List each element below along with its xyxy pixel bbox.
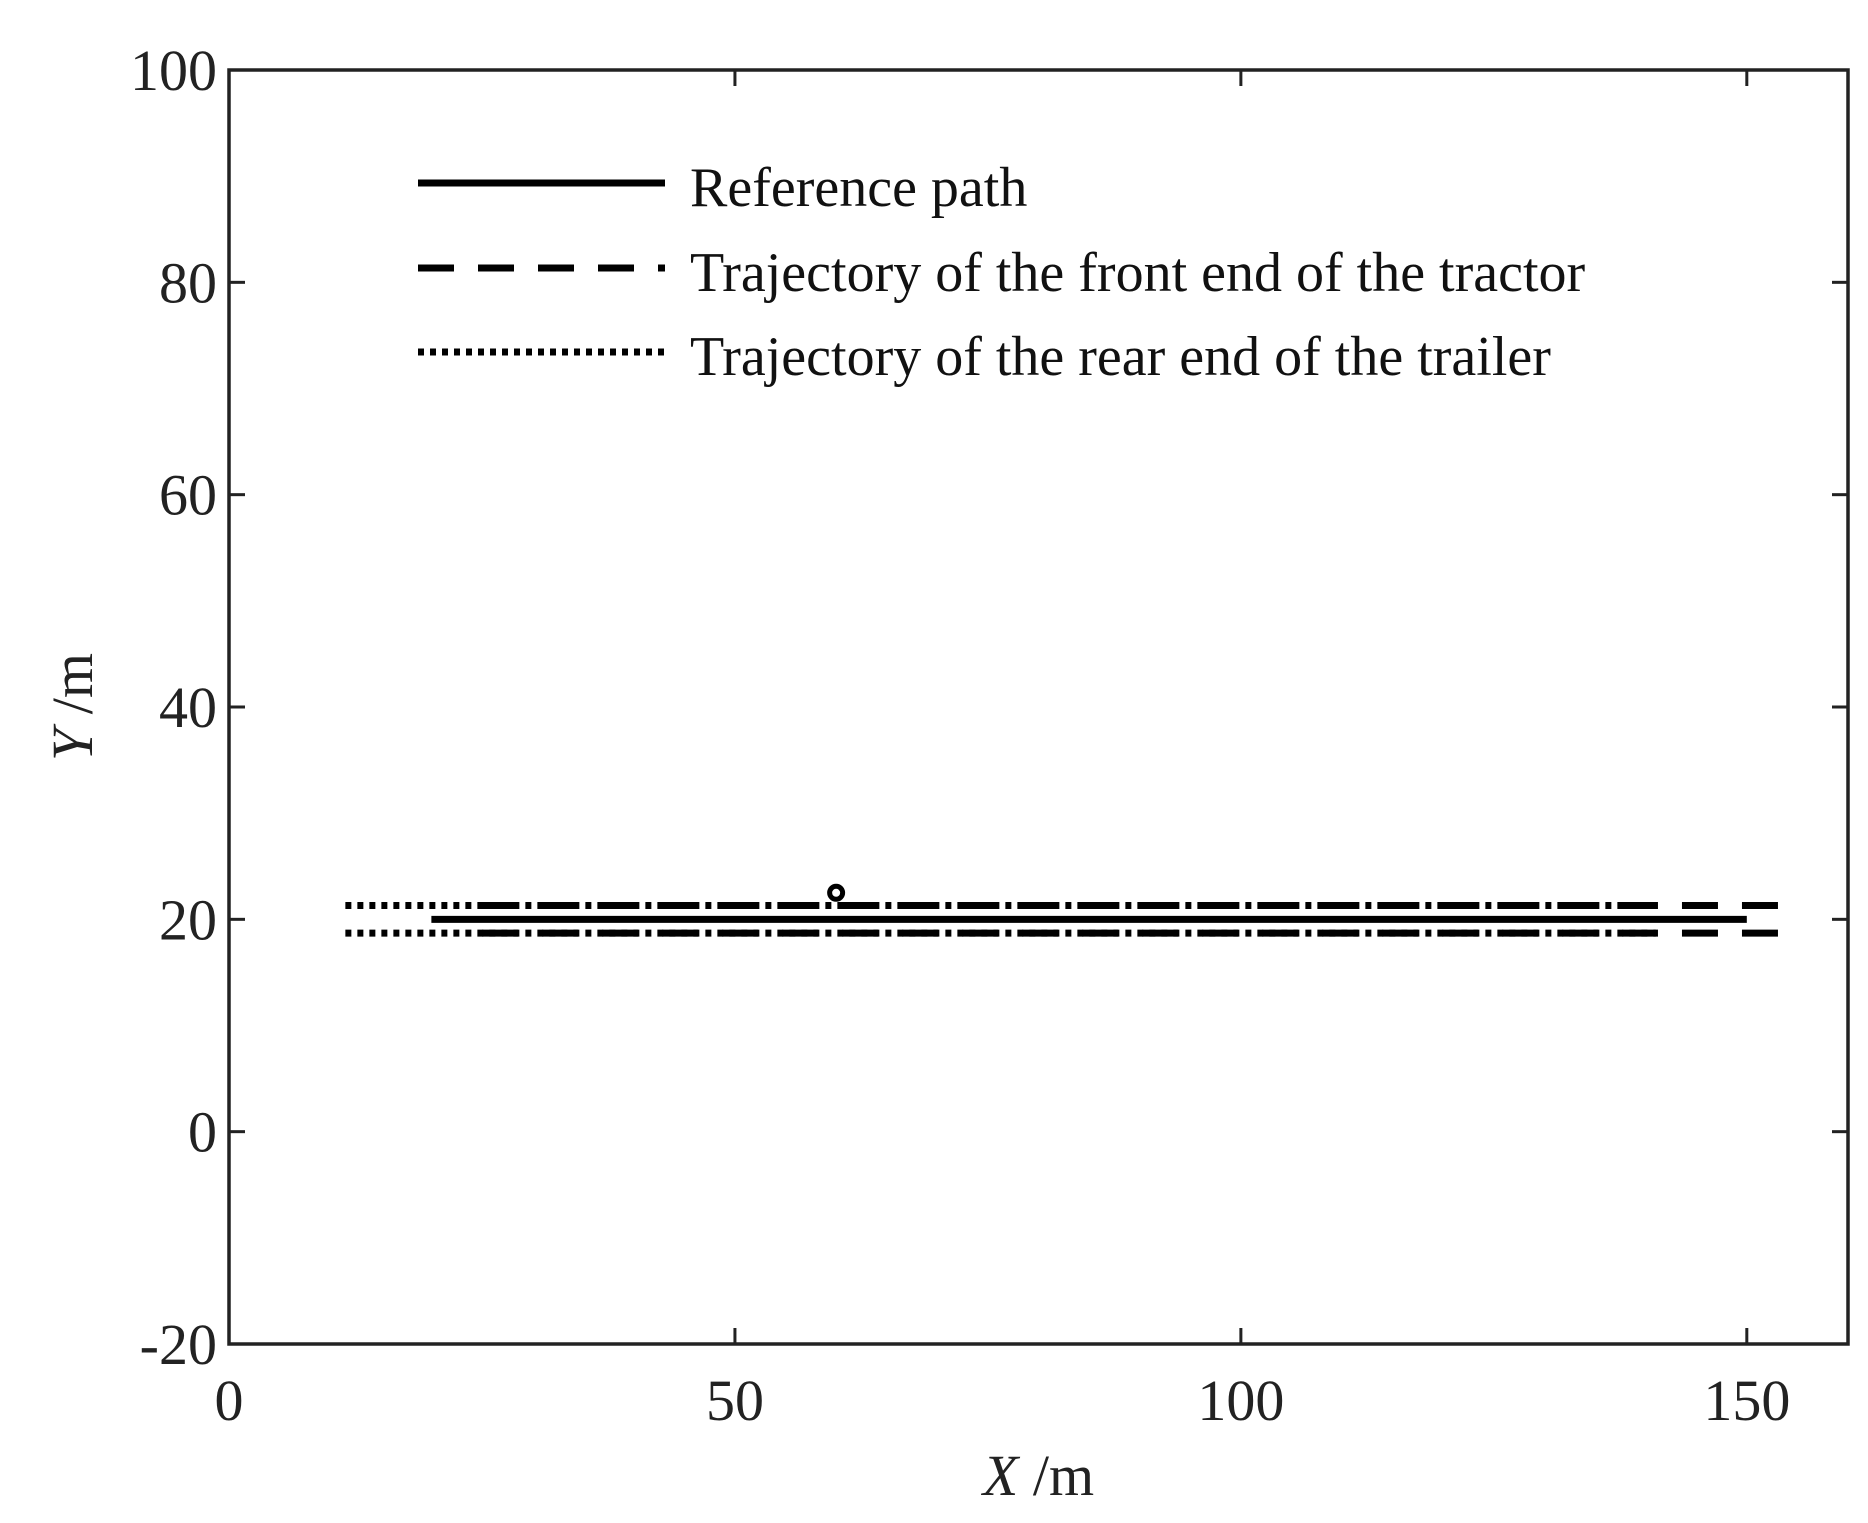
- x-tick-label: 0: [215, 1368, 244, 1433]
- legend-label-rear-end-trailer: Trajectory of the rear end of the traile…: [690, 326, 1551, 388]
- y-axis-label: Y /m: [40, 653, 105, 761]
- y-tick-label: -20: [140, 1312, 217, 1377]
- y-tick-label: 60: [159, 463, 217, 528]
- x-tick-label: 100: [1197, 1368, 1284, 1433]
- y-tick-label: 100: [130, 38, 217, 103]
- series-2: [481, 902, 1798, 937]
- marker-point: [827, 883, 846, 902]
- y-axis-variable: Y: [40, 723, 105, 761]
- y-tick-label: 80: [159, 250, 217, 315]
- x-tick-label: 150: [1703, 1368, 1790, 1433]
- y-axis-unit: /m: [40, 653, 105, 729]
- axes: [227, 68, 1850, 1346]
- legend: Reference path Trajectory of the front e…: [418, 157, 1586, 388]
- legend-label-reference-path: Reference path: [690, 157, 1027, 219]
- series-3: [345, 902, 1656, 937]
- x-axis-label: X /m: [981, 1443, 1094, 1508]
- y-tick-label: 40: [159, 675, 217, 740]
- x-tick-label: 50: [706, 1368, 764, 1433]
- plot-area: [345, 883, 1798, 937]
- legend-label-front-end-tractor: Trajectory of the front end of the tract…: [690, 242, 1586, 304]
- x-axis-variable: X: [981, 1443, 1021, 1508]
- x-axis-unit: /m: [1018, 1443, 1094, 1508]
- y-tick-label: 0: [188, 1100, 217, 1165]
- y-tick-label: 20: [159, 887, 217, 952]
